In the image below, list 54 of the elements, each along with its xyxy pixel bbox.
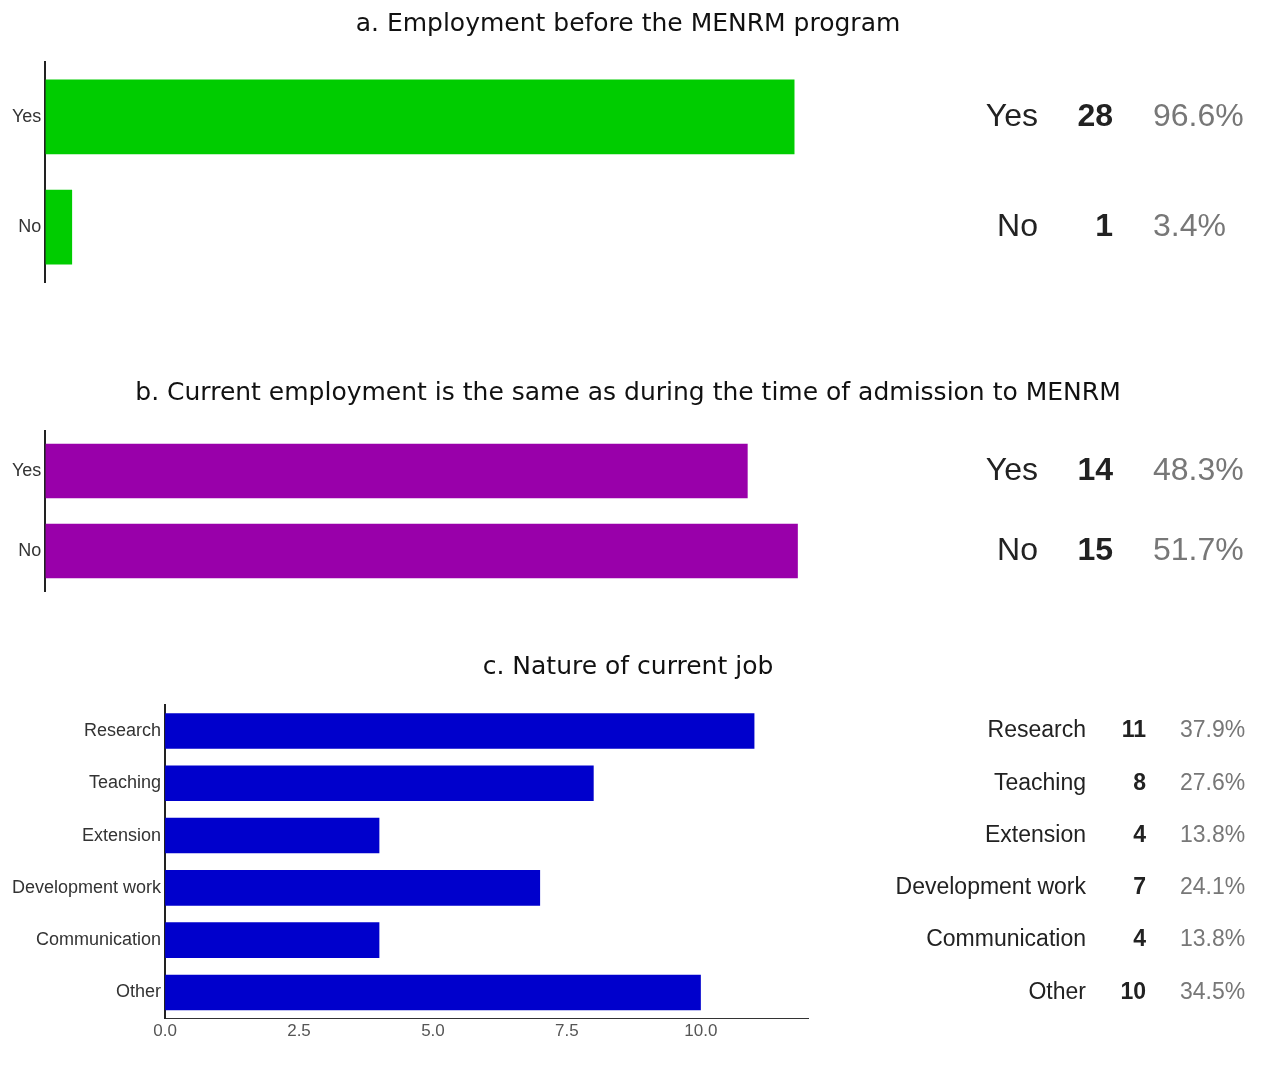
bar: [165, 922, 380, 958]
data-label: 28: [1077, 96, 1113, 133]
category-label: Extension: [984, 820, 1086, 847]
bar: [165, 765, 594, 802]
bar: [165, 713, 755, 749]
category-label: Other: [1028, 977, 1086, 1004]
text: 13.8%: [1180, 820, 1246, 847]
y-tick-label: Yes: [11, 459, 42, 480]
chart-title: c. Nature of current job: [481, 651, 775, 680]
data-label: 7: [1133, 873, 1146, 900]
text: 48.3%: [1153, 450, 1244, 487]
category-label: Yes: [985, 450, 1038, 487]
text: 51.7%: [1153, 530, 1244, 567]
category-label: Communication: [926, 925, 1086, 952]
y-tick-label: No: [18, 216, 42, 237]
text: 34.5%: [1180, 977, 1246, 1004]
category-label: Development work: [895, 873, 1086, 900]
x-tick-label: 5.0: [421, 1021, 445, 1041]
y-tick-label: Development work: [12, 876, 163, 897]
bar: [165, 870, 541, 906]
x-tick-label: 10.0: [684, 1021, 718, 1041]
data-label: 4: [1133, 820, 1147, 847]
y-tick-label: Teaching: [89, 772, 162, 793]
text: 24.1%: [1180, 873, 1246, 900]
y-tick-label: Extension: [82, 824, 162, 845]
text: 13.8%: [1180, 925, 1246, 952]
x-tick-label: 0.0: [153, 1021, 177, 1041]
chart-title: b. Current employment is the same as during the time of admission to MENRM: [134, 377, 1122, 406]
bar: [165, 974, 701, 1011]
data-label: 1: [1095, 206, 1113, 243]
y-tick-label: Communication: [36, 929, 162, 950]
x-tick-label: 7.5: [555, 1021, 579, 1041]
y-tick-label: Research: [84, 719, 162, 740]
y-tick-label: Other: [116, 981, 162, 1002]
data-label: 15: [1077, 530, 1113, 567]
bar: [165, 817, 380, 854]
category-label: Teaching: [993, 768, 1086, 795]
text: 3.4%: [1153, 206, 1226, 243]
category-label: No: [997, 206, 1038, 243]
chart-title: a. Employment before the MENRM program: [354, 8, 902, 37]
data-label: 10: [1120, 977, 1146, 1004]
data-label: 11: [1121, 716, 1147, 743]
x-tick-label: 2.5: [287, 1021, 311, 1041]
y-tick-label: Yes: [11, 105, 42, 126]
text: 96.6%: [1153, 96, 1244, 133]
text: 37.9%: [1180, 716, 1246, 743]
y-tick-label: No: [18, 540, 42, 561]
data-label: 4: [1133, 925, 1147, 952]
data-label: 14: [1077, 450, 1114, 487]
category-label: Research: [987, 716, 1086, 743]
category-label: Yes: [985, 96, 1038, 133]
data-label: 8: [1133, 768, 1147, 795]
category-label: No: [997, 530, 1038, 567]
text: 27.6%: [1180, 768, 1246, 795]
